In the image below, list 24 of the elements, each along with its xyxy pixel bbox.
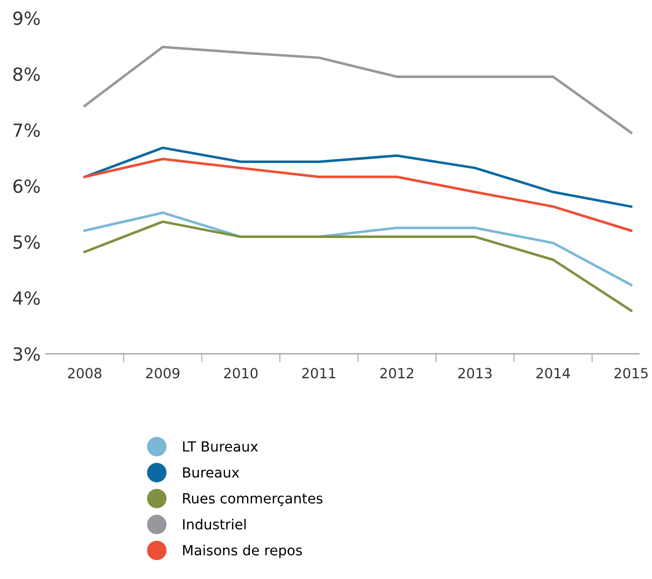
x-tick-label: 2013 [458,368,492,378]
legend-label: Maisons de repos [183,544,302,558]
legend-label: Industriel [183,518,246,530]
x-tick-label: 2011 [302,368,336,378]
x-tick-label: 2015 [614,368,648,378]
x-tick-label: 2009 [146,368,180,378]
y-tick-label: 3% [14,347,40,361]
y-tick-label: 9% [13,11,40,26]
legend-label: Rues commerçantes [183,493,322,506]
y-tick-label: 6% [13,179,40,193]
y-tick-label: 8% [13,67,40,82]
line-series [83,146,632,208]
line-series [83,158,632,232]
x-tick-label: 2014 [536,368,570,378]
y-tick-label: 5% [14,235,40,249]
line-series [83,220,632,312]
y-tick-label: 7% [14,123,40,138]
legend-label: Bureaux [183,467,240,478]
x-tick-label: 2008 [68,368,102,378]
x-tick-label: 2010 [224,368,258,378]
line-series [83,46,632,134]
x-tick-label: 2012 [380,368,414,378]
y-tick-label: 4% [13,291,40,305]
legend-label: LT Bureaux [183,441,258,452]
